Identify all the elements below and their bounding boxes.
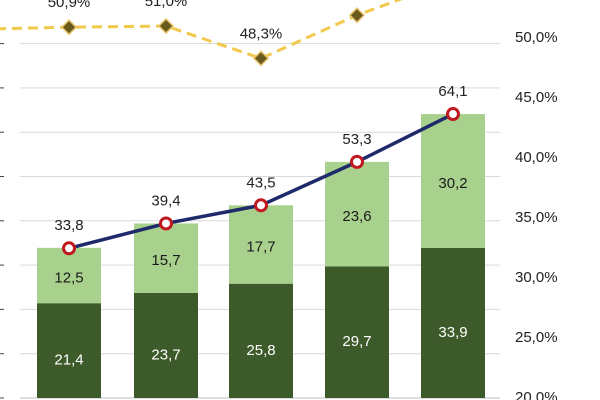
total-series-value-label: 39,4	[151, 192, 180, 209]
right-axis-tick-label: 40,0%	[515, 149, 558, 166]
percent-series-marker	[157, 17, 175, 35]
total-series-value-label: 33,8	[54, 217, 83, 234]
bar-bottom-value-label: 21,4	[54, 352, 83, 369]
percent-series-marker	[60, 19, 78, 36]
total-series-marker	[350, 154, 364, 169]
total-series-marker	[254, 198, 268, 213]
total-series-marker	[446, 107, 460, 122]
bar-bottom-value-label: 33,9	[438, 324, 467, 341]
percent-series-value-label: 48,3%	[240, 25, 283, 42]
bar-top	[421, 114, 485, 248]
total-series-marker	[62, 241, 76, 256]
right-axis-tick-label: 45,0%	[515, 89, 558, 106]
total-series-marker	[159, 216, 173, 231]
bar-bottom-value-label: 23,7	[151, 346, 180, 363]
percent-series-marker	[252, 50, 270, 67]
bar-bottom	[229, 283, 293, 398]
total-series-value-label: 64,1	[438, 83, 467, 100]
bar-bottom	[134, 293, 198, 398]
bar-bottom-value-label: 25,8	[246, 342, 275, 359]
right-axis-tick-label: 35,0%	[515, 209, 558, 226]
bar-bottom	[421, 247, 485, 398]
bar-top-value-label: 30,2	[438, 175, 467, 192]
bar-top	[325, 161, 389, 267]
bar-top	[37, 247, 101, 304]
percent-series-marker	[348, 7, 366, 24]
percent-series-value-label: 50,9%	[48, 0, 91, 11]
percent-series-line	[0, 0, 403, 61]
percent-series-value-label: 51,0%	[145, 0, 188, 10]
bar-top-value-label: 12,5	[54, 269, 83, 286]
right-axis-tick-label: 30,0%	[515, 269, 558, 286]
bar-top-value-label: 17,7	[246, 238, 275, 255]
bar-bottom-value-label: 29,7	[342, 333, 371, 350]
bar-top-value-label: 23,6	[342, 208, 371, 225]
right-axis-tick-label: 25,0%	[515, 329, 558, 346]
total-series-value-label: 53,3	[342, 131, 371, 148]
bar-bottom	[37, 303, 101, 398]
bar-bottom	[325, 266, 389, 398]
bar-top	[229, 205, 293, 284]
bar-top-value-label: 15,7	[151, 252, 180, 269]
bar-top	[134, 223, 198, 294]
right-axis-tick-label: 20,0%	[515, 389, 558, 400]
total-series-value-label: 43,5	[246, 174, 275, 191]
right-axis-tick-label: 50,0%	[515, 29, 558, 46]
